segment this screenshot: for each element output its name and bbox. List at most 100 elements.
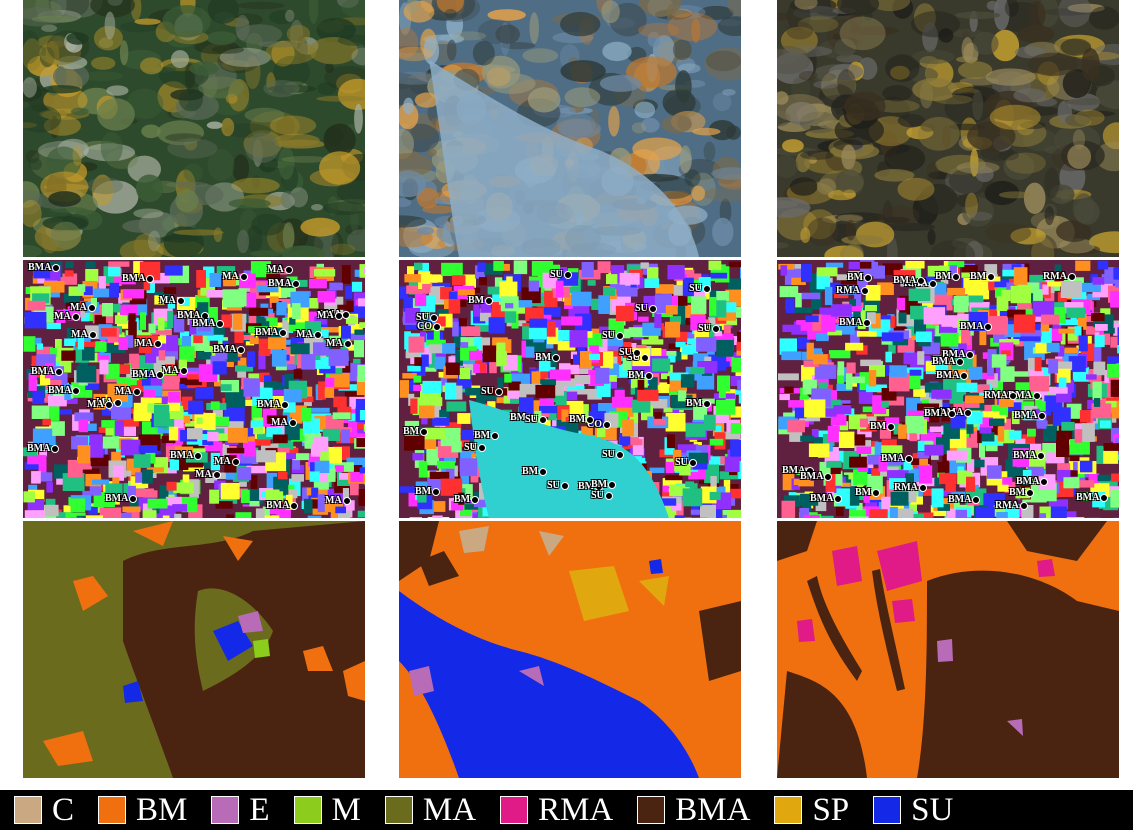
point-label: BMA xyxy=(782,466,815,476)
point-label: MA xyxy=(115,387,141,397)
legend-item: BMA xyxy=(637,792,750,828)
point-label: BMA xyxy=(268,279,301,289)
point-label: MA xyxy=(136,339,162,349)
legend-swatch xyxy=(637,796,666,824)
point-label: BMA xyxy=(881,454,914,464)
point-label: SU xyxy=(602,450,624,460)
point-label: SU xyxy=(416,313,438,323)
point-label: BM xyxy=(970,272,996,282)
point-label: BMA xyxy=(213,345,246,355)
point-label: MA xyxy=(195,470,221,480)
point-label: BMA xyxy=(1014,411,1047,421)
legend-label: C xyxy=(52,792,75,828)
legend-item: M xyxy=(293,792,361,828)
point-label: BM xyxy=(870,422,896,432)
point-label: BMA xyxy=(1016,477,1049,487)
legend-swatch xyxy=(98,796,127,824)
legend-item: BM xyxy=(98,792,187,828)
legend-swatch xyxy=(293,796,322,824)
kelp-rock-photo xyxy=(777,0,1119,257)
point-label: BMA xyxy=(27,444,60,454)
point-label: MA xyxy=(159,296,185,306)
legend-label: SU xyxy=(911,792,954,828)
kelp-forest-photo xyxy=(23,0,365,257)
point-label: BMA xyxy=(960,322,993,332)
point-label: SU xyxy=(675,458,697,468)
point-label: BMA xyxy=(170,451,203,461)
point-label: BM xyxy=(591,480,617,490)
legend-label: E xyxy=(249,792,270,828)
point-label: MA xyxy=(162,366,188,376)
point-label: MA xyxy=(326,339,352,349)
point-label: BMA xyxy=(257,400,290,410)
point-label: MA xyxy=(54,312,80,322)
point-label: SU xyxy=(464,443,486,453)
superpixel-map-3: RMABMABMABMARMABMARMABMBMARMABMABMRMABMB… xyxy=(777,260,1119,518)
legend-item: RMA xyxy=(500,792,613,828)
point-label: SU xyxy=(591,491,613,501)
point-label: BMA xyxy=(942,350,975,360)
class-legend: C BM E M MA RMA BMA SP SU xyxy=(0,790,1133,830)
legend-swatch xyxy=(774,796,803,824)
point-label: BM xyxy=(474,431,500,441)
point-label: SU xyxy=(698,324,720,334)
point-label: BMA xyxy=(948,495,981,505)
legend-swatch xyxy=(500,796,529,824)
legend-label: MA xyxy=(422,792,477,828)
point-label: BM xyxy=(415,487,441,497)
point-label: RMA xyxy=(904,279,937,289)
point-label: SU xyxy=(602,331,624,341)
point-label: BMA xyxy=(28,263,61,273)
legend-item: MA xyxy=(384,792,477,828)
rock-sand-photo xyxy=(399,0,741,257)
label-map-3 xyxy=(777,521,1119,778)
point-label: BMA xyxy=(932,357,965,367)
point-label: BMA xyxy=(132,370,165,380)
point-label: CO xyxy=(417,322,441,332)
point-label: BM xyxy=(628,371,654,381)
legend-label: RMA xyxy=(538,792,614,828)
point-label: SU xyxy=(550,270,572,280)
point-label: MA xyxy=(296,330,322,340)
point-label: BM xyxy=(403,427,429,437)
point-label: BMA xyxy=(105,494,138,504)
point-label: BM xyxy=(847,273,873,283)
point-label: BM xyxy=(1009,488,1035,498)
point-label: BMA xyxy=(924,409,957,419)
point-label: MA xyxy=(317,311,343,321)
point-label: SU xyxy=(547,481,569,491)
point-label: SU xyxy=(619,348,641,358)
point-label: BM xyxy=(535,353,561,363)
point-label: BM xyxy=(935,272,961,282)
point-label: BMA xyxy=(893,276,926,286)
point-label: MA xyxy=(87,400,113,410)
legend-item: SU xyxy=(873,792,953,828)
point-label: MA xyxy=(70,303,96,313)
legend-item: E xyxy=(211,792,270,828)
point-label: RMA xyxy=(984,391,1017,401)
legend-item: SP xyxy=(774,792,849,828)
point-label: MA xyxy=(325,496,351,506)
point-label: BMA xyxy=(1013,451,1046,461)
point-label: MA xyxy=(222,272,248,282)
legend-swatch xyxy=(14,796,42,824)
point-label: SU xyxy=(525,415,547,425)
point-label: BM xyxy=(578,482,604,492)
legend-item: C xyxy=(14,792,74,828)
point-label: SU xyxy=(689,284,711,294)
legend-label: BMA xyxy=(675,792,751,828)
label-map-2 xyxy=(399,521,741,778)
point-label: BM xyxy=(510,413,536,423)
point-label: BMA xyxy=(1076,493,1109,503)
point-label: BMA xyxy=(936,371,969,381)
superpixel-map-1: MAMAMAMAMABMAMABMABMAMABMAMABMAMABMAMABM… xyxy=(23,260,365,518)
legend-label: SP xyxy=(812,792,850,828)
legend-swatch xyxy=(873,796,902,824)
point-label: BMA xyxy=(266,501,299,511)
legend-swatch xyxy=(211,796,240,824)
point-label: MA xyxy=(267,265,293,275)
point-label: RMA xyxy=(995,501,1028,511)
point-label: BMA xyxy=(255,328,288,338)
legend-label: BM xyxy=(136,792,188,828)
point-label: RMA xyxy=(1043,272,1076,282)
